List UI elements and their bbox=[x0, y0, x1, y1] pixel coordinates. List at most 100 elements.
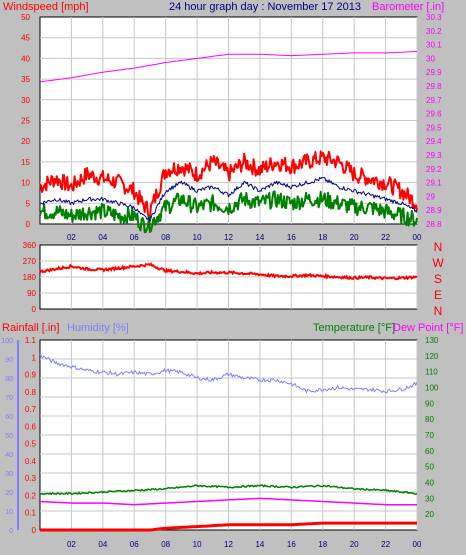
humidity-tick-label: 80 bbox=[5, 376, 13, 383]
hour-tick-label: 00 bbox=[413, 233, 422, 242]
rainfall-tick-label: 0 bbox=[32, 526, 37, 535]
barometer-tick-label: 28.8 bbox=[426, 220, 442, 229]
temperature-tick-label: 70 bbox=[425, 431, 434, 440]
barometer-tick-label: 30 bbox=[426, 54, 435, 63]
barometer-tick-label: 29.3 bbox=[426, 151, 442, 160]
compass-label: W bbox=[432, 256, 444, 270]
compass-label: N bbox=[434, 240, 443, 254]
windspeed-axis-label: Windspeed [mph] bbox=[3, 1, 89, 13]
series-dewpoint bbox=[39, 497, 417, 506]
hour-tick-label: 20 bbox=[350, 233, 359, 242]
rainfall-tick-label: 0.5 bbox=[25, 440, 37, 449]
compass-label: S bbox=[434, 272, 442, 286]
temperature-tick-label: 90 bbox=[425, 399, 434, 408]
barometer-tick-label: 29.9 bbox=[426, 68, 442, 77]
hour-tick-label: 10 bbox=[193, 233, 202, 242]
rainfall-tick-label: 0.3 bbox=[25, 474, 37, 483]
hour-tick-label: 14 bbox=[255, 233, 264, 242]
rainfall-tick-label: 1 bbox=[32, 353, 37, 362]
barometer-tick-label: 29.7 bbox=[426, 96, 442, 105]
hour-tick-label: 06 bbox=[130, 233, 139, 242]
humidity-tick-label: 70 bbox=[5, 395, 13, 402]
hour-tick-label: 06 bbox=[130, 540, 139, 549]
humidity-tick-label: 40 bbox=[5, 452, 13, 459]
rainfall-tick-label: 0.7 bbox=[25, 405, 37, 414]
windspeed-tick-label: 15 bbox=[21, 158, 30, 167]
barometer-tick-label: 30.2 bbox=[426, 27, 442, 36]
humidity-tick-label: 60 bbox=[5, 414, 13, 421]
barometer-tick-label: 29.2 bbox=[426, 165, 442, 174]
rainfall-tick-label: 0.4 bbox=[25, 457, 37, 466]
compass-label: E bbox=[434, 288, 442, 302]
barometer-tick-label: 30.3 bbox=[426, 13, 442, 22]
hour-tick-label: 02 bbox=[67, 233, 76, 242]
compass-label: N bbox=[434, 304, 443, 318]
windspeed-tick-label: 35 bbox=[21, 75, 30, 84]
hour-tick-label: 10 bbox=[193, 540, 202, 549]
humidity-tick-label: 100 bbox=[1, 338, 13, 345]
series-wind-direction bbox=[39, 262, 418, 281]
hour-tick-label: 18 bbox=[318, 233, 327, 242]
rainfall-axis-label: Rainfall [.in] bbox=[2, 322, 59, 334]
temperature-axis-label: Temperature [°F] bbox=[313, 322, 395, 334]
hour-tick-label: 08 bbox=[161, 233, 170, 242]
barometer-tick-label: 30.1 bbox=[426, 41, 442, 50]
humidity-tick-label: 20 bbox=[5, 490, 13, 497]
rainfall-tick-label: 0.6 bbox=[25, 422, 37, 431]
direction-tick-label: 0 bbox=[32, 305, 37, 314]
barometer-tick-label: 29 bbox=[426, 192, 435, 201]
hour-tick-label: 14 bbox=[255, 540, 264, 549]
windspeed-tick-label: 10 bbox=[21, 179, 30, 188]
direction-tick-label: 180 bbox=[23, 273, 37, 282]
barometer-tick-label: 28.9 bbox=[426, 206, 442, 215]
windspeed-tick-label: 30 bbox=[21, 96, 30, 105]
windspeed-tick-label: 40 bbox=[21, 54, 30, 63]
hour-tick-label: 00 bbox=[413, 540, 422, 549]
dewpoint-axis-label: Dew Point [°F] bbox=[393, 322, 463, 334]
humidity-tick-label: 10 bbox=[5, 509, 13, 516]
barometer-tick-label: 29.1 bbox=[426, 179, 442, 188]
barometer-tick-label: 29.4 bbox=[426, 137, 442, 146]
windspeed-tick-label: 5 bbox=[26, 199, 31, 208]
hour-tick-label: 22 bbox=[381, 233, 390, 242]
hour-tick-label: 08 bbox=[161, 540, 170, 549]
windspeed-tick-label: 25 bbox=[21, 117, 30, 126]
temperature-tick-label: 100 bbox=[425, 384, 439, 393]
temperature-tick-label: 40 bbox=[425, 479, 434, 488]
temperature-tick-label: 20 bbox=[425, 510, 434, 519]
series-barometer bbox=[39, 51, 418, 83]
graph-title: 24 hour graph day : November 17 2013 bbox=[169, 1, 361, 13]
hour-tick-label: 16 bbox=[287, 540, 296, 549]
temperature-tick-label: 80 bbox=[425, 415, 434, 424]
rainfall-tick-label: 0.1 bbox=[25, 509, 37, 518]
windspeed-tick-label: 0 bbox=[26, 220, 31, 229]
direction-tick-label: 90 bbox=[27, 289, 36, 298]
hour-tick-label: 18 bbox=[318, 540, 327, 549]
temperature-tick-label: 110 bbox=[425, 368, 438, 377]
hour-tick-label: 12 bbox=[224, 540, 233, 549]
series-wind-avg bbox=[40, 177, 418, 223]
barometer-tick-label: 29.5 bbox=[426, 123, 442, 132]
hour-tick-label: 04 bbox=[98, 233, 107, 242]
temperature-tick-label: 30 bbox=[425, 494, 434, 503]
barometer-axis-label: Barometer [.in] bbox=[372, 1, 444, 13]
rainfall-tick-label: 1.1 bbox=[25, 336, 37, 345]
series-temperature bbox=[40, 484, 418, 496]
temperature-tick-label: 130 bbox=[425, 336, 439, 345]
direction-tick-label: 360 bbox=[23, 241, 37, 250]
barometer-tick-label: 29.6 bbox=[426, 110, 442, 119]
windspeed-tick-label: 50 bbox=[21, 13, 30, 22]
humidity-tick-label: 30 bbox=[5, 471, 13, 478]
direction-tick-label: 270 bbox=[23, 257, 37, 266]
humidity-tick-label: 90 bbox=[5, 357, 13, 364]
rainfall-tick-label: 0.9 bbox=[25, 371, 37, 380]
hour-tick-label: 12 bbox=[224, 233, 233, 242]
hour-tick-label: 22 bbox=[381, 540, 390, 549]
series-humidity bbox=[39, 353, 418, 394]
windspeed-tick-label: 45 bbox=[21, 34, 30, 43]
temperature-tick-label: 120 bbox=[425, 352, 439, 361]
humidity-tick-label: 0 bbox=[9, 528, 13, 535]
hour-tick-label: 02 bbox=[67, 540, 76, 549]
